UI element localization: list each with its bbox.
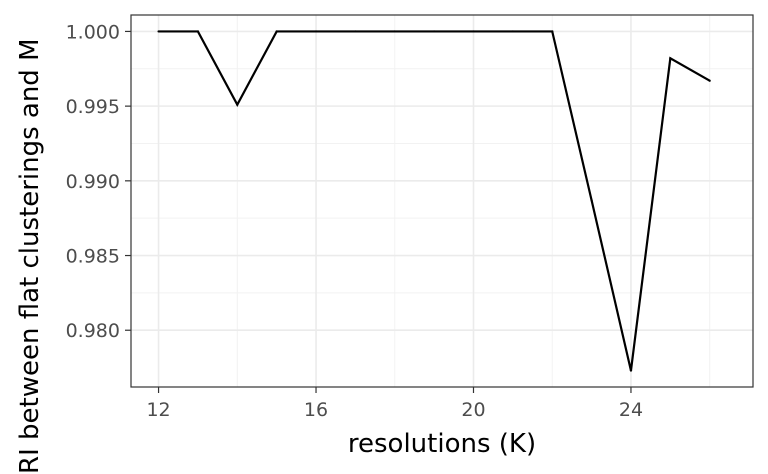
y-tick-label: 0.985 — [66, 246, 120, 268]
y-tick-label: 0.995 — [66, 96, 120, 118]
data-point — [196, 30, 200, 33]
data-point — [551, 30, 554, 33]
y-tick-label: 0.990 — [66, 171, 120, 193]
y-axis-ticks: 0.980 0.985 0.990 0.995 1.000 — [66, 21, 131, 342]
data-point — [393, 30, 396, 33]
data-point — [708, 79, 711, 82]
y-axis-title: RI between flat clusterings and M — [15, 38, 45, 474]
data-point — [590, 199, 593, 202]
data-point — [511, 30, 514, 33]
x-axis-ticks: 12 16 20 24 — [146, 387, 643, 421]
minor-gridlines — [131, 15, 753, 387]
y-tick-label: 0.980 — [66, 320, 120, 342]
data-point — [157, 30, 160, 33]
x-tick-label: 16 — [304, 399, 328, 421]
x-tick-label: 12 — [146, 399, 170, 421]
data-point — [433, 30, 436, 33]
data-point — [236, 103, 239, 106]
x-tick-label: 24 — [619, 399, 643, 421]
data-point — [354, 30, 357, 33]
x-tick-label: 20 — [461, 399, 485, 421]
x-axis-title: resolutions (K) — [348, 429, 536, 459]
data-points — [157, 30, 711, 372]
data-point — [472, 30, 475, 33]
panel-border — [130, 14, 754, 388]
data-point — [669, 57, 672, 60]
data-point — [275, 30, 278, 33]
data-point — [629, 369, 633, 372]
y-tick-label: 1.000 — [66, 21, 120, 43]
data-point — [314, 30, 318, 33]
